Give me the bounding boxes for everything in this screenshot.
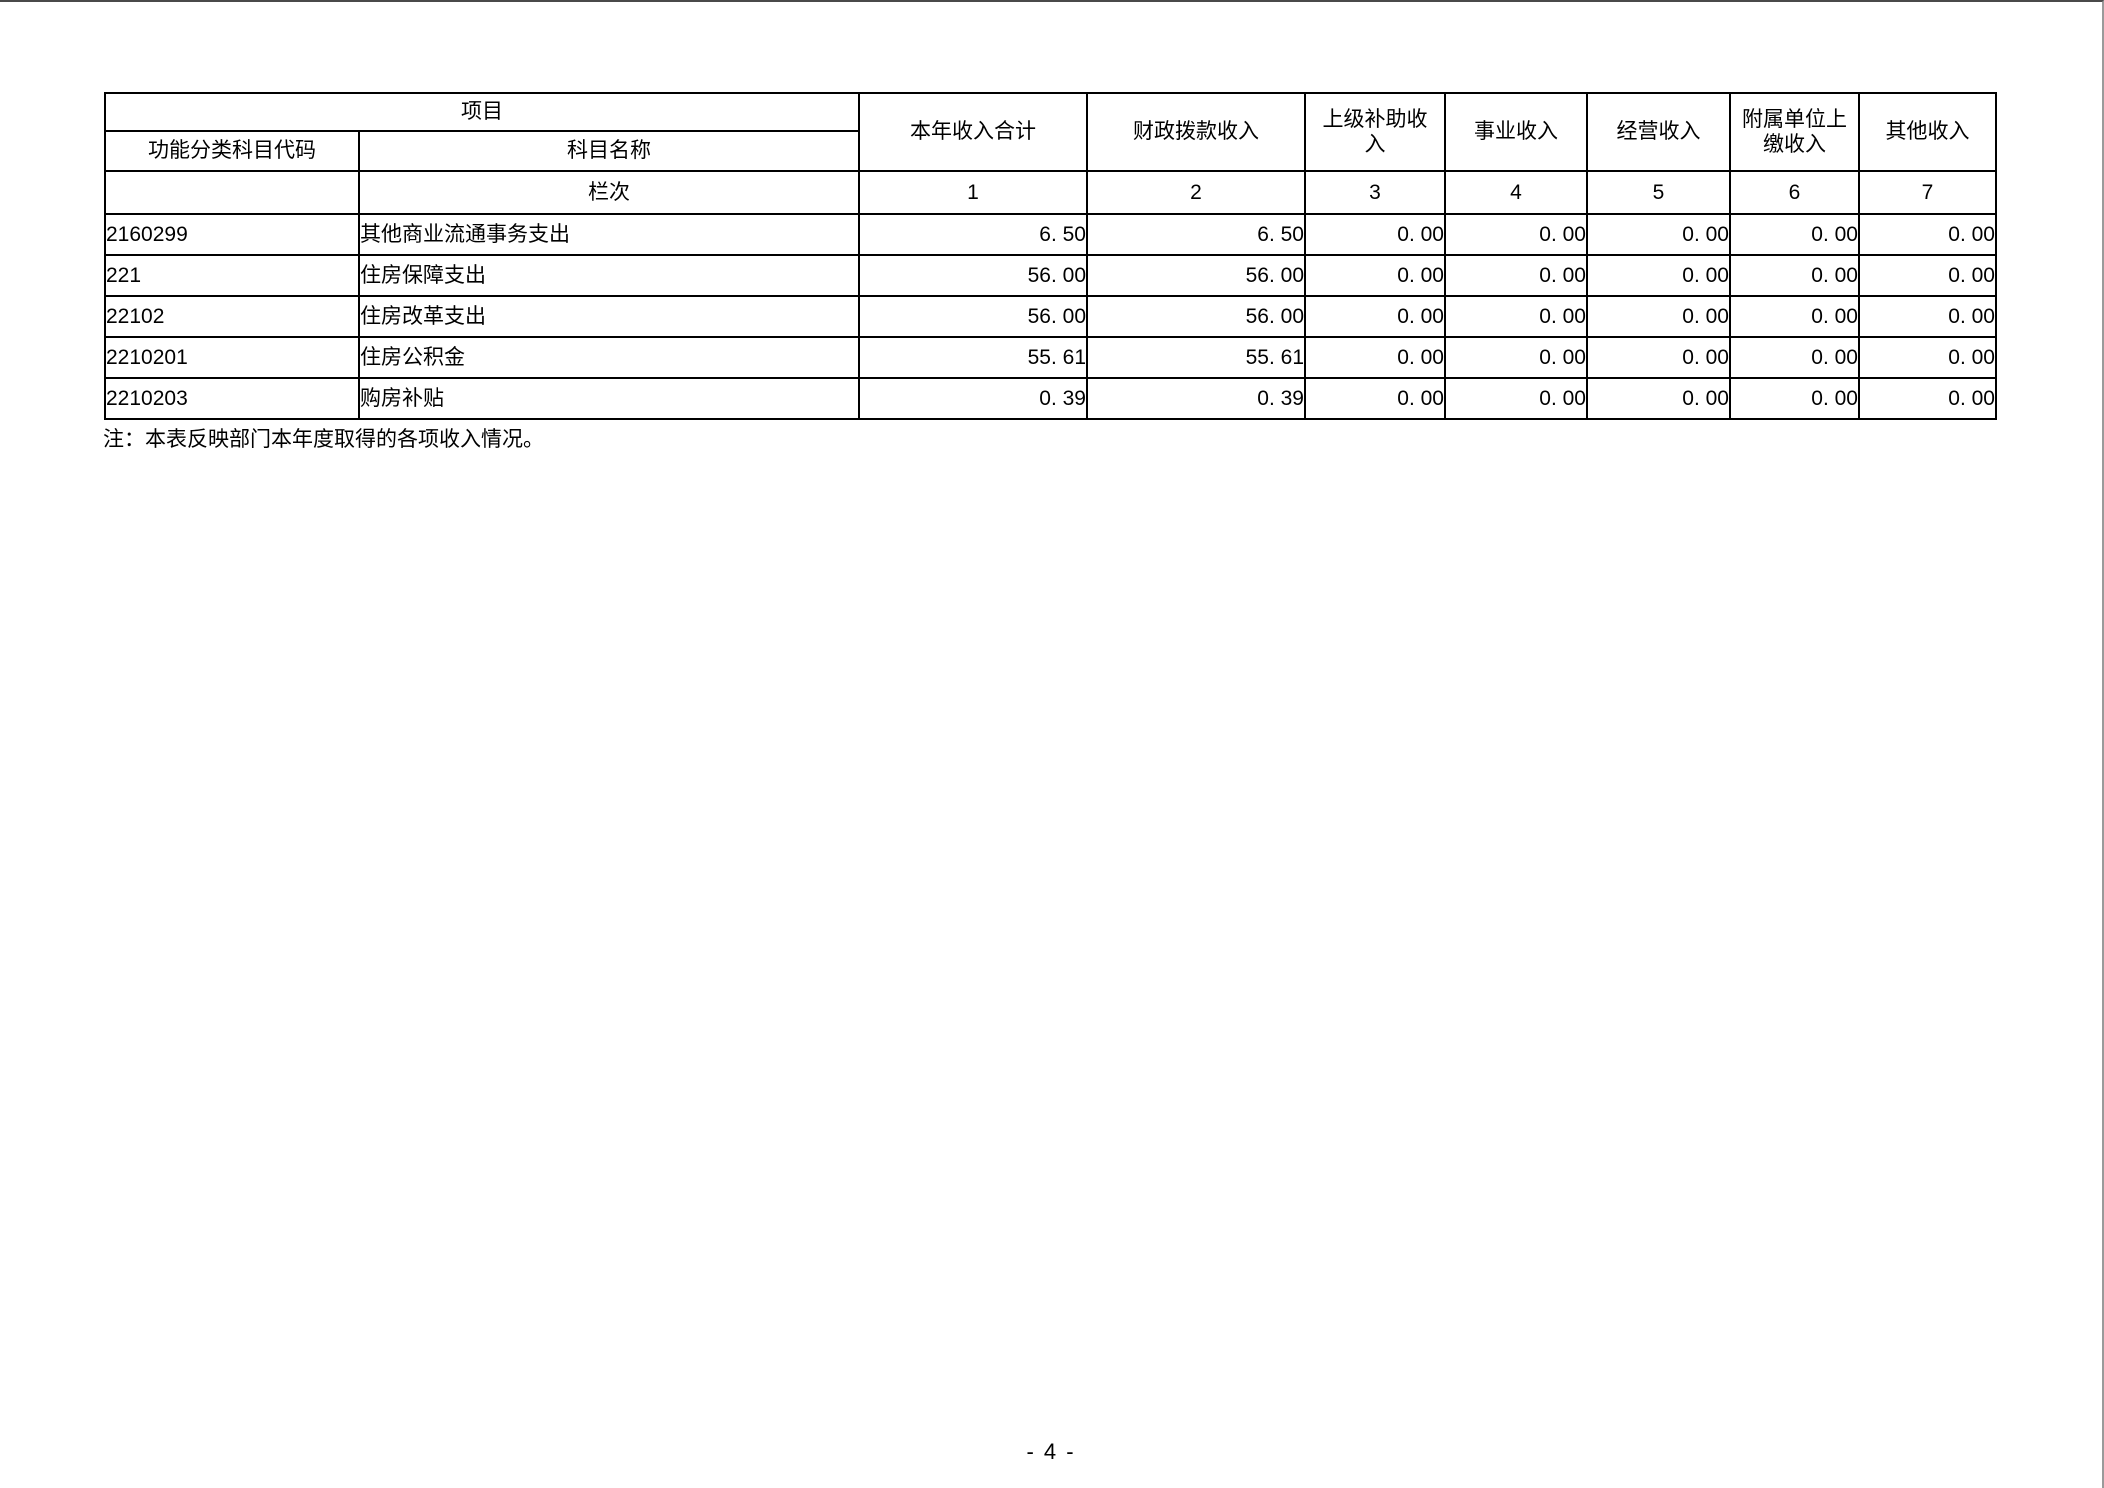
subject-name-cell: 住房保障支出	[358, 254, 860, 297]
table-row: 2210201 住房公积金 55. 61 55. 61 0. 00 0. 00 0. 00 0…	[104, 336, 1997, 379]
table-row: 22102 住房改革支出 56. 00 56. 00 0. 00 0. 00 0. 00 0.…	[104, 295, 1997, 338]
header-subordinate-unit-income: 附属单位上 缴收入	[1729, 92, 1860, 172]
amount-cell: 0. 00	[1729, 377, 1860, 420]
amount-cell: 0. 00	[1304, 336, 1446, 379]
amount-cell: 56. 00	[858, 295, 1088, 338]
header-total-income: 本年收入合计	[858, 92, 1088, 172]
function-code-cell: 22102	[104, 295, 360, 338]
income-table-container: 项目 本年收入合计 财政拨款收入 上级补助收 入 事业收入 经营收入 附属单位上…	[104, 92, 1997, 420]
column-number: 4	[1444, 170, 1588, 215]
column-number: 3	[1304, 170, 1446, 215]
column-number: 5	[1586, 170, 1731, 215]
amount-cell: 56. 00	[1086, 295, 1306, 338]
income-table: 项目 本年收入合计 财政拨款收入 上级补助收 入 事业收入 经营收入 附属单位上…	[104, 92, 1997, 420]
amount-cell: 0. 00	[1729, 295, 1860, 338]
header-superior-subsidy-income: 上级补助收 入	[1304, 92, 1446, 172]
column-number: 7	[1858, 170, 1997, 215]
amount-cell: 6. 50	[1086, 213, 1306, 256]
amount-cell: 0. 00	[1444, 295, 1588, 338]
amount-cell: 0. 00	[1729, 213, 1860, 256]
amount-cell: 0. 00	[1858, 295, 1997, 338]
amount-cell: 0. 00	[1586, 254, 1731, 297]
table-row: 2160299 其他商业流通事务支出 6. 50 6. 50 0. 00 0. 00 0. …	[104, 213, 1997, 256]
column-number: 2	[1086, 170, 1306, 215]
amount-cell: 0. 00	[1304, 254, 1446, 297]
income-table-body: 2160299 其他商业流通事务支出 6. 50 6. 50 0. 00 0. 00 0. …	[104, 213, 1997, 420]
table-note: 注：本表反映部门本年度取得的各项收入情况。	[103, 428, 544, 451]
amount-cell: 0. 00	[1858, 213, 1997, 256]
amount-cell: 0. 00	[1444, 254, 1588, 297]
function-code-cell: 2160299	[104, 213, 360, 256]
function-code-cell: 2210203	[104, 377, 360, 420]
header-other-income: 其他收入	[1858, 92, 1997, 172]
amount-cell: 0. 00	[1444, 336, 1588, 379]
column-number: 6	[1729, 170, 1860, 215]
amount-cell: 56. 00	[1086, 254, 1306, 297]
amount-cell: 0. 00	[1586, 336, 1731, 379]
subject-name-cell: 购房补贴	[358, 377, 860, 420]
table-row: 2210203 购房补贴 0. 39 0. 39 0. 00 0. 00 0. 00 0. 0…	[104, 377, 1997, 420]
subject-name-cell: 其他商业流通事务支出	[358, 213, 860, 256]
amount-cell: 0. 00	[1858, 377, 1997, 420]
amount-cell: 0. 00	[1586, 213, 1731, 256]
header-project: 项目	[104, 92, 860, 132]
header-fiscal-appropriation-income: 财政拨款收入	[1086, 92, 1306, 172]
amount-cell: 0. 00	[1586, 295, 1731, 338]
subject-name-cell: 住房公积金	[358, 336, 860, 379]
lanci-empty-cell	[104, 170, 360, 215]
amount-cell: 55. 61	[858, 336, 1088, 379]
amount-cell: 56. 00	[858, 254, 1088, 297]
amount-cell: 0. 39	[858, 377, 1088, 420]
amount-cell: 0. 00	[1444, 377, 1588, 420]
subject-name-cell: 住房改革支出	[358, 295, 860, 338]
amount-cell: 0. 00	[1729, 336, 1860, 379]
header-subject-name: 科目名称	[358, 130, 860, 172]
amount-cell: 0. 00	[1729, 254, 1860, 297]
amount-cell: 0. 00	[1304, 377, 1446, 420]
header-function-code: 功能分类科目代码	[104, 130, 360, 172]
header-operating-income: 经营收入	[1586, 92, 1731, 172]
lanci-label: 栏次	[358, 170, 860, 215]
function-code-cell: 221	[104, 254, 360, 297]
amount-cell: 0. 00	[1858, 336, 1997, 379]
amount-cell: 0. 00	[1858, 254, 1997, 297]
function-code-cell: 2210201	[104, 336, 360, 379]
table-row: 221 住房保障支出 56. 00 56. 00 0. 00 0. 00 0. 00 0. 0…	[104, 254, 1997, 297]
column-number: 1	[858, 170, 1088, 215]
amount-cell: 0. 00	[1586, 377, 1731, 420]
amount-cell: 0. 00	[1444, 213, 1588, 256]
amount-cell: 0. 39	[1086, 377, 1306, 420]
amount-cell: 0. 00	[1304, 295, 1446, 338]
amount-cell: 0. 00	[1304, 213, 1446, 256]
amount-cell: 55. 61	[1086, 336, 1306, 379]
amount-cell: 6. 50	[858, 213, 1088, 256]
page-number: - 4 -	[1026, 1439, 1076, 1464]
header-business-income: 事业收入	[1444, 92, 1588, 172]
